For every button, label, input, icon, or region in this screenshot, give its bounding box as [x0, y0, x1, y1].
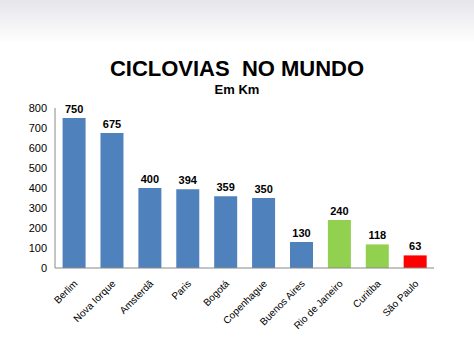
svg-text:Rio de Janeiro: Rio de Janeiro: [292, 278, 346, 332]
svg-text:São Paulo: São Paulo: [380, 278, 421, 319]
svg-text:400: 400: [141, 173, 159, 185]
svg-text:600: 600: [29, 142, 47, 154]
svg-text:394: 394: [179, 174, 198, 186]
svg-text:130: 130: [292, 227, 310, 239]
svg-text:Berlim: Berlim: [52, 278, 80, 306]
svg-text:Buenos Aires: Buenos Aires: [257, 277, 307, 328]
svg-text:Paris: Paris: [169, 278, 193, 302]
svg-text:0: 0: [41, 262, 47, 274]
svg-text:Amsterdã: Amsterdã: [117, 278, 155, 316]
svg-text:359: 359: [217, 181, 235, 193]
html-text:CICLOVIAS NO MUNDO: CICLOVIAS NO MUNDO: [109, 56, 365, 81]
svg-text:350: 350: [254, 183, 272, 195]
svg-text:Bogotá: Bogotá: [201, 278, 231, 308]
svg-text:500: 500: [29, 162, 47, 174]
svg-text:675: 675: [103, 118, 121, 130]
svg-text:Copenhague: Copenhague: [220, 277, 270, 327]
svg-text:800: 800: [29, 102, 47, 114]
svg-text:240: 240: [330, 205, 348, 217]
svg-text:750: 750: [65, 103, 83, 115]
svg-text:Curitiba: Curitiba: [351, 278, 383, 310]
svg-text:Nova Iorque: Nova Iorque: [71, 278, 118, 325]
svg-text:300: 300: [29, 202, 47, 214]
svg-text:118: 118: [368, 229, 386, 241]
svg-text:63: 63: [409, 240, 421, 252]
svg-text:200: 200: [29, 222, 47, 234]
svg-text:700: 700: [29, 122, 47, 134]
html-text:Em Km: Em Km: [214, 82, 260, 97]
svg-text:400: 400: [29, 182, 47, 194]
svg-text:100: 100: [29, 242, 47, 254]
